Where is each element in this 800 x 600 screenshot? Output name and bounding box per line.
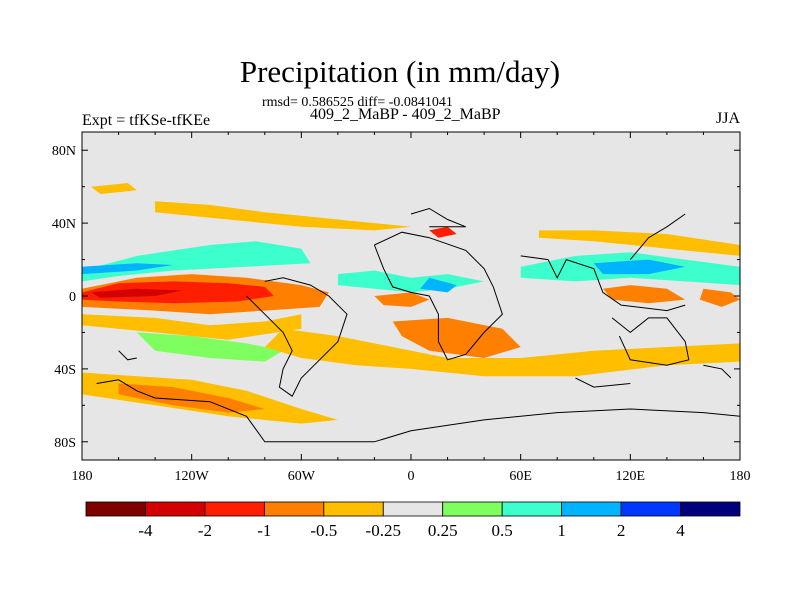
region-central-asia-red: [429, 226, 457, 238]
region-tropical-pacific-red-core: [82, 281, 274, 304]
x-tick-label: 180: [730, 469, 751, 484]
stats-text: rmsd= 0.586525 diff= -0.0841041: [262, 95, 453, 110]
colorbar-box: [204, 501, 265, 517]
coastline-0: [118, 350, 137, 361]
region-southern-ocean-orange: [118, 383, 265, 413]
region-tropical-pacific-north-blue: [82, 263, 174, 275]
coastline-3: [373, 231, 503, 361]
coastline-6: [611, 317, 690, 366]
colorbar-box: [323, 501, 384, 517]
region-west-pacific-orange: [699, 288, 740, 307]
region-maritime-orange: [602, 285, 686, 304]
contour-fills: [82, 183, 740, 424]
case-label: 409_2_MaBP - 409_2_MaBP: [310, 106, 501, 123]
colorbar-label: -4: [138, 521, 153, 540]
colorbar-label: 0.5: [492, 521, 513, 540]
y-tick-label: 40S: [54, 363, 76, 378]
x-tick-label: 60E: [509, 469, 532, 484]
region-east-pacific-south-yellow: [82, 314, 302, 340]
region-tropical-pacific-north-light-blue: [82, 241, 311, 282]
x-tick-label: 60W: [288, 469, 316, 484]
colorbar-box: [680, 501, 741, 517]
region-arctic-yellow-patches: [91, 183, 137, 194]
season-label: JJA: [716, 110, 741, 127]
colorbar-box: [382, 501, 444, 517]
coastlines: [96, 207, 740, 443]
colorbar-box: [561, 501, 622, 517]
y-tick-label: 40N: [52, 217, 76, 232]
colorbar-label: -1: [257, 521, 271, 540]
colorbar-label: 2: [617, 521, 626, 540]
x-tick-label: 0: [408, 469, 415, 484]
region-atlantic-south-orange: [374, 292, 430, 307]
x-tick-label: 120W: [175, 469, 210, 484]
y-tick-label: 0: [69, 290, 76, 305]
region-south-pacific-green: [136, 332, 284, 362]
colorbar-label: -0.5: [310, 521, 337, 540]
coastline-9: [575, 377, 631, 388]
coastline-1: [96, 379, 740, 443]
colorbar-box: [620, 501, 681, 517]
coastline-4: [410, 207, 466, 228]
experiment-label: Expt = tfKSe-tfKEe: [82, 112, 211, 129]
coastline-5: [520, 255, 686, 312]
chart-title: Precipitation (in mm/day): [239, 54, 561, 89]
colorbar-label: 4: [676, 521, 685, 540]
colorbar-label: -2: [198, 521, 212, 540]
x-tick-label: 120E: [616, 469, 646, 484]
colorbar-box: [442, 501, 503, 517]
region-tropical-pacific-dark-red-core: [91, 288, 183, 298]
y-tick-label: 80N: [52, 144, 76, 159]
x-tick-label: 180: [72, 469, 93, 484]
colorbar-box: [85, 501, 146, 517]
region-north-indian-yellow: [538, 230, 740, 256]
coastline-7: [629, 213, 686, 260]
colorbar-box: [145, 501, 206, 517]
region-north-atlantic-yellow: [155, 201, 411, 231]
colorbar-box: [263, 501, 325, 517]
colorbar-label: 1: [557, 521, 566, 540]
region-atlantic-dark-blue: [420, 277, 457, 293]
coastline-2: [246, 277, 348, 397]
y-tick-label: 80S: [54, 436, 76, 451]
colorbar-label: -0.25: [366, 521, 401, 540]
region-indian-ocean-blue: [593, 259, 686, 275]
colorbar-label: 0.25: [428, 521, 458, 540]
coastline-8: [703, 364, 732, 379]
colorbar-box: [501, 501, 563, 517]
region-south-atlantic-yellow-band: [264, 328, 740, 377]
